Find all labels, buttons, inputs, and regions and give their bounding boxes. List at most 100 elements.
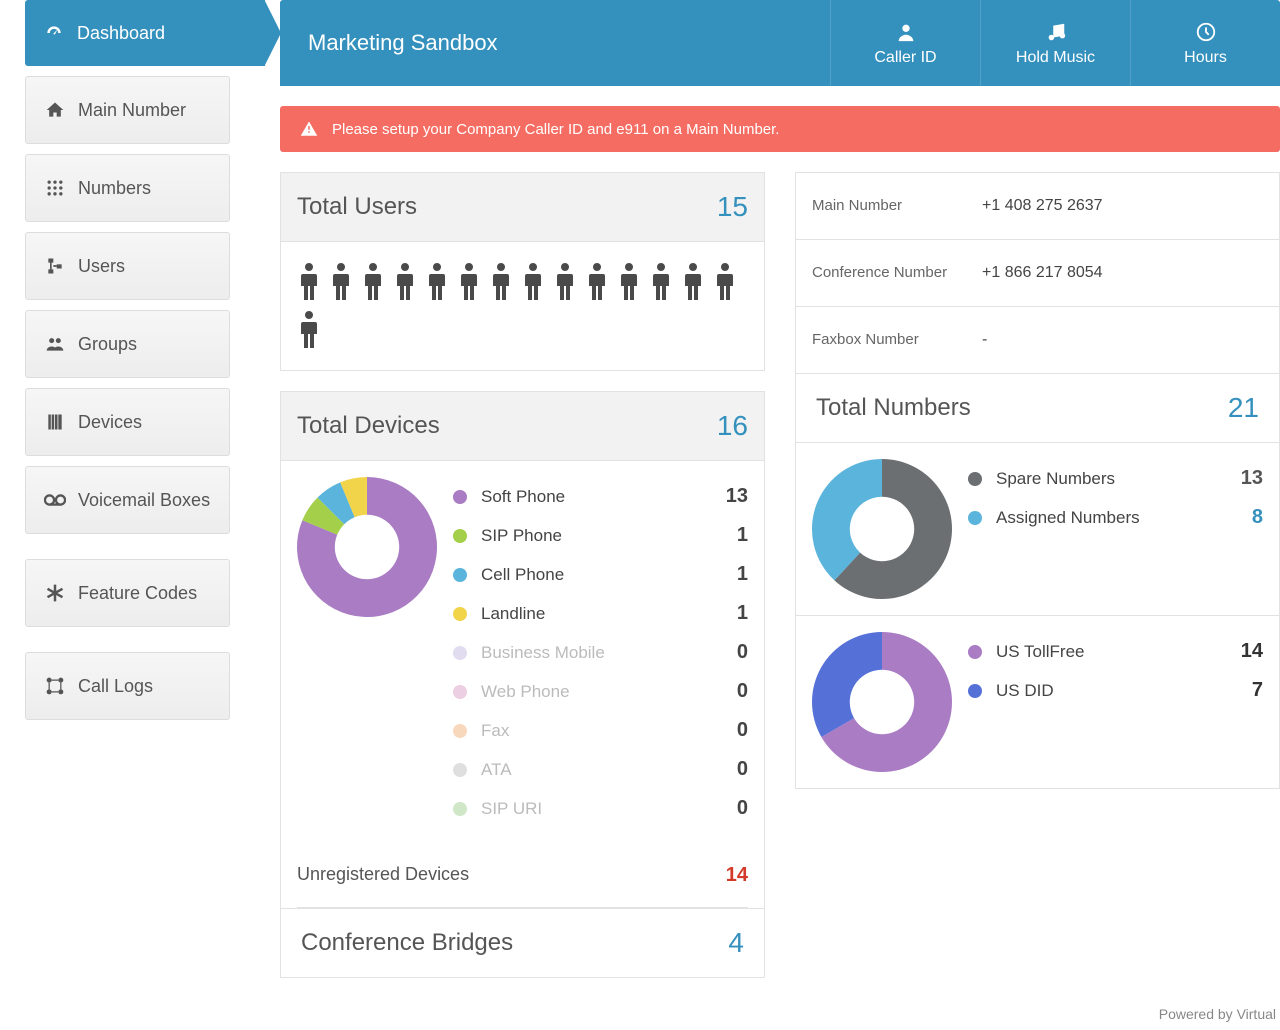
- grid-icon: [44, 177, 66, 199]
- person-icon: [329, 262, 353, 302]
- sidebar-item-label: Call Logs: [78, 676, 153, 697]
- page-title: Marketing Sandbox: [280, 0, 830, 86]
- sidebar-item-voicemail-boxes[interactable]: Voicemail Boxes: [25, 466, 230, 534]
- total-users-card: Total Users 15: [280, 172, 765, 371]
- sidebar-item-label: Main Number: [78, 100, 186, 121]
- legend-row: SIP Phone1: [453, 516, 748, 555]
- header-btn-label: Hours: [1184, 49, 1227, 67]
- sidebar-item-label: Dashboard: [77, 23, 165, 44]
- calllog-icon: [44, 675, 66, 697]
- person-icon: [895, 19, 917, 45]
- legend-row: SIP URI0: [453, 789, 748, 828]
- legend-row: US DID7: [968, 671, 1263, 710]
- person-icon: [713, 262, 737, 302]
- legend-row: Cell Phone1: [453, 555, 748, 594]
- swatch-icon: [453, 763, 467, 777]
- swatch-icon: [453, 685, 467, 699]
- swatch-icon: [968, 472, 982, 486]
- swatch-icon: [453, 607, 467, 621]
- tollfree-did-donut-chart: [812, 632, 952, 772]
- card-count: 21: [1228, 392, 1259, 424]
- legend-label: ATA: [481, 760, 720, 780]
- alert-banner: Please setup your Company Caller ID and …: [280, 106, 1280, 152]
- sidebar-item-label: Users: [78, 256, 125, 277]
- card-count: 15: [717, 191, 748, 223]
- info-row: Faxbox Number-: [796, 306, 1279, 373]
- info-value: +1 866 217 8054: [982, 264, 1103, 282]
- warning-icon: [300, 120, 318, 138]
- person-icon: [297, 262, 321, 302]
- legend-value: 0: [720, 758, 748, 781]
- swatch-icon: [453, 529, 467, 543]
- legend-label: Fax: [481, 721, 720, 741]
- spare-assigned-legend: Spare Numbers13Assigned Numbers8: [968, 459, 1263, 537]
- sidebar: Dashboard Main Number Numbers Users Groups De…: [0, 0, 255, 1030]
- person-icon: [649, 262, 673, 302]
- header: Marketing Sandbox Caller ID Hold Music Hou…: [280, 0, 1280, 86]
- sidebar-item-label: Voicemail Boxes: [78, 490, 210, 511]
- card-count: 16: [717, 410, 748, 442]
- card-title: Conference Bridges: [301, 929, 513, 957]
- person-icon: [681, 262, 705, 302]
- swatch-icon: [453, 802, 467, 816]
- legend-value: 7: [1235, 679, 1263, 702]
- header-btn-label: Caller ID: [874, 49, 936, 67]
- sidebar-item-users[interactable]: Users: [25, 232, 230, 300]
- sidebar-item-feature-codes[interactable]: Feature Codes: [25, 559, 230, 627]
- legend-value: 0: [720, 719, 748, 742]
- legend-value: 0: [720, 797, 748, 820]
- sidebar-item-dashboard[interactable]: Dashboard: [25, 0, 265, 66]
- header-btn-hours[interactable]: Hours: [1130, 0, 1280, 86]
- voicemail-icon: [44, 489, 66, 511]
- legend-label: Assigned Numbers: [996, 508, 1235, 528]
- person-icon: [297, 310, 321, 350]
- legend-label: US TollFree: [996, 642, 1235, 662]
- legend-label: SIP URI: [481, 799, 720, 819]
- header-btn-caller-id[interactable]: Caller ID: [830, 0, 980, 86]
- card-title: Total Devices: [297, 412, 440, 440]
- group-icon: [44, 333, 66, 355]
- person-icon: [361, 262, 385, 302]
- legend-value: 0: [720, 641, 748, 664]
- sidebar-item-main-number[interactable]: Main Number: [25, 76, 230, 144]
- legend-row: Soft Phone13: [453, 477, 748, 516]
- spare-assigned-donut-chart: [812, 459, 952, 599]
- users-tree-icon: [44, 255, 66, 277]
- legend-label: US DID: [996, 681, 1235, 701]
- sidebar-item-devices[interactable]: Devices: [25, 388, 230, 456]
- person-icon: [425, 262, 449, 302]
- main: Marketing Sandbox Caller ID Hold Music Hou…: [255, 0, 1280, 1030]
- sidebar-item-numbers[interactable]: Numbers: [25, 154, 230, 222]
- card-title: Total Users: [297, 193, 417, 221]
- legend-label: Spare Numbers: [996, 469, 1235, 489]
- gauge-icon: [43, 22, 65, 44]
- phone-book-icon: [44, 411, 66, 433]
- legend-value: 14: [1235, 640, 1263, 663]
- header-btn-hold-music[interactable]: Hold Music: [980, 0, 1130, 86]
- info-value: -: [982, 331, 987, 349]
- legend-row: ATA0: [453, 750, 748, 789]
- music-icon: [1045, 19, 1067, 45]
- sidebar-item-call-logs[interactable]: Call Logs: [25, 652, 230, 720]
- legend-label: SIP Phone: [481, 526, 720, 546]
- legend-label: Business Mobile: [481, 643, 720, 663]
- legend-label: Web Phone: [481, 682, 720, 702]
- person-icon: [489, 262, 513, 302]
- info-row: Conference Number+1 866 217 8054: [796, 239, 1279, 306]
- swatch-icon: [453, 490, 467, 504]
- sidebar-item-groups[interactable]: Groups: [25, 310, 230, 378]
- legend-row: Landline1: [453, 594, 748, 633]
- asterisk-icon: [44, 582, 66, 604]
- legend-label: Cell Phone: [481, 565, 720, 585]
- info-row: Main Number+1 408 275 2637: [796, 173, 1279, 239]
- header-btn-label: Hold Music: [1016, 49, 1095, 67]
- legend-row: Business Mobile0: [453, 633, 748, 672]
- sidebar-item-label: Feature Codes: [78, 583, 197, 604]
- legend-value: 0: [720, 680, 748, 703]
- info-label: Faxbox Number: [812, 331, 982, 349]
- footer: Powered by Virtual: [280, 998, 1280, 1030]
- legend-label: Soft Phone: [481, 487, 720, 507]
- card-count: 4: [728, 927, 744, 959]
- info-value: +1 408 275 2637: [982, 197, 1103, 215]
- person-icon: [617, 262, 641, 302]
